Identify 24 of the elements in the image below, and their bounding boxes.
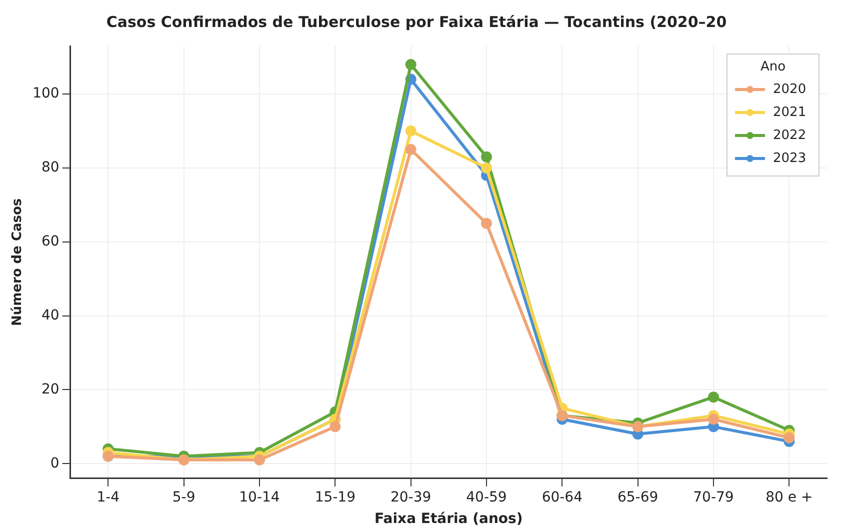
chart-title: Casos Confirmados de Tuberculose por Faixa Etária — Tocantins (2020–20	[106, 12, 727, 31]
x-tick-label: 65-69	[617, 489, 658, 506]
x-tick-label: 60-64	[542, 489, 583, 506]
y-axis-title: Número de Casos	[10, 198, 26, 326]
x-tick-label: 40-59	[466, 489, 507, 506]
x-tick-label: 10-14	[239, 489, 280, 506]
x-tick-label: 70-79	[693, 489, 734, 506]
y-tick-label: 100	[32, 86, 60, 102]
x-tick-label: 15-19	[314, 489, 356, 506]
x-axis-title: Faixa Etária (anos)	[374, 511, 523, 528]
x-tick-label: 5-9	[172, 489, 196, 506]
legend-label: 2022	[773, 128, 806, 143]
x-tick-label: 1-4	[96, 489, 120, 506]
y-tick-label: 0	[50, 455, 60, 472]
y-tick-label: 40	[41, 307, 60, 324]
x-tick-label: 20-39	[390, 489, 432, 506]
legend-label: 2023	[773, 150, 806, 166]
y-tick-label: 60	[41, 234, 60, 250]
x-tick-label: 80 e +	[766, 489, 813, 506]
legend-label: 2021	[773, 104, 806, 120]
legend-title: Ano	[760, 59, 786, 74]
y-tick-label: 80	[41, 160, 60, 176]
legend-label: 2020	[773, 82, 806, 97]
y-tick-label: 20	[41, 381, 60, 398]
